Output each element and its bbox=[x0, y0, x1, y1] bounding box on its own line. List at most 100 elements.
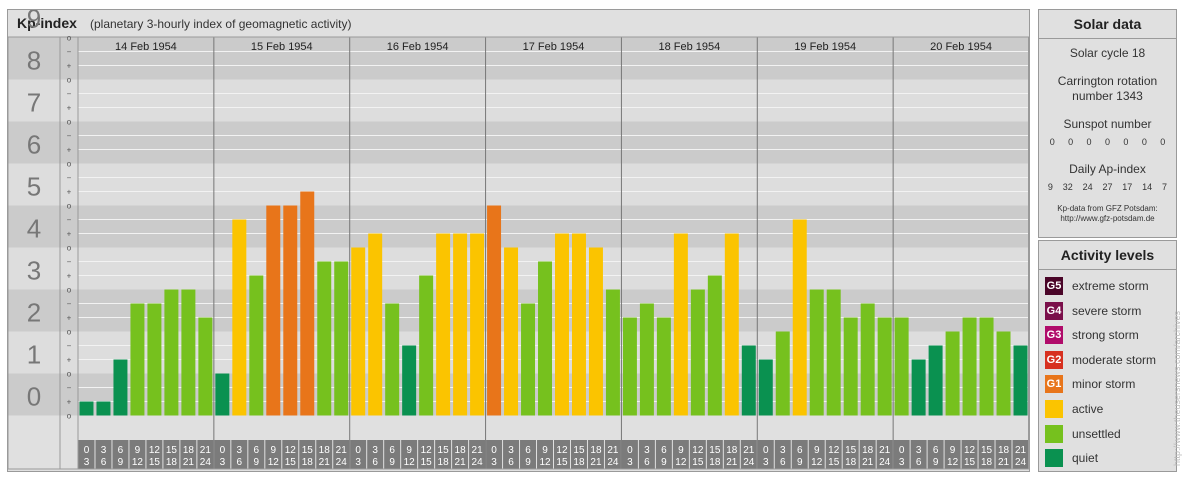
interval-cell bbox=[95, 440, 112, 469]
interval-end-label: 21 bbox=[183, 457, 195, 468]
y-tick-label: 6 bbox=[27, 130, 41, 160]
kp-bar bbox=[826, 289, 841, 416]
kp-bar bbox=[758, 359, 773, 416]
interval-start-label: 21 bbox=[879, 445, 891, 456]
kp-bar bbox=[724, 233, 739, 416]
interval-start-label: 21 bbox=[607, 445, 619, 456]
y-subtick: o bbox=[67, 118, 72, 127]
interval-start-label: 15 bbox=[166, 445, 178, 456]
interval-cell bbox=[740, 440, 757, 469]
interval-end-label: 15 bbox=[556, 457, 568, 468]
interval-cell bbox=[842, 440, 859, 469]
sunspot-value: 0 bbox=[1123, 137, 1129, 147]
interval-start-label: 3 bbox=[101, 445, 107, 456]
ap-value: 24 bbox=[1082, 182, 1093, 192]
interval-cell bbox=[282, 440, 299, 469]
ap-value: 17 bbox=[1122, 182, 1133, 192]
activity-level-label: minor storm bbox=[1072, 377, 1136, 392]
interval-end-label: 9 bbox=[389, 457, 395, 468]
y-subtick: + bbox=[67, 104, 72, 113]
interval-end-label: 12 bbox=[539, 457, 551, 468]
interval-cell bbox=[978, 440, 995, 469]
interval-cell bbox=[757, 440, 774, 469]
y-subtick: − bbox=[67, 174, 72, 183]
interval-cell bbox=[180, 440, 197, 469]
y-tick-label: 1 bbox=[27, 340, 41, 370]
ap-value: 9 bbox=[1047, 182, 1053, 192]
interval-start-label: 3 bbox=[644, 445, 650, 456]
kp-bar bbox=[521, 303, 536, 416]
day-label: 15 Feb 1954 bbox=[251, 41, 313, 53]
interval-cell bbox=[995, 440, 1012, 469]
sunspot-title: Sunspot number bbox=[1063, 117, 1152, 131]
interval-start-label: 6 bbox=[797, 445, 803, 456]
kp-bar bbox=[843, 317, 858, 416]
activity-level-label: extreme storm bbox=[1072, 279, 1149, 293]
interval-start-label: 3 bbox=[916, 445, 922, 456]
interval-end-label: 3 bbox=[220, 457, 226, 468]
interval-start-label: 12 bbox=[692, 445, 704, 456]
kp-bar bbox=[622, 317, 637, 416]
activity-level-swatch: G4 bbox=[1045, 301, 1063, 320]
interval-end-label: 24 bbox=[879, 457, 891, 468]
interval-cell bbox=[825, 440, 842, 469]
interval-cell bbox=[384, 440, 401, 469]
source-line1: Kp-data from GFZ Potsdam: bbox=[1057, 204, 1158, 213]
interval-end-label: 6 bbox=[101, 457, 107, 468]
interval-cell bbox=[435, 440, 452, 469]
kp-bar bbox=[538, 261, 552, 416]
interval-cell bbox=[723, 440, 740, 469]
interval-end-label: 21 bbox=[590, 457, 602, 468]
interval-start-label: 21 bbox=[472, 445, 484, 456]
interval-start-label: 18 bbox=[455, 445, 467, 456]
interval-cell bbox=[689, 440, 706, 469]
y-subtick: o bbox=[67, 160, 72, 169]
kp-bar bbox=[962, 317, 977, 416]
interval-start-label: 9 bbox=[271, 445, 277, 456]
interval-end-label: 24 bbox=[607, 457, 619, 468]
kp-bar bbox=[215, 373, 230, 416]
interval-start-label: 12 bbox=[964, 445, 976, 456]
kp-bar bbox=[402, 345, 417, 416]
y-subtick: o bbox=[67, 370, 72, 379]
y-subtick: − bbox=[67, 258, 72, 267]
interval-end-label: 21 bbox=[998, 457, 1010, 468]
kp-bar bbox=[385, 303, 400, 416]
interval-start-label: 12 bbox=[149, 445, 161, 456]
interval-end-label: 15 bbox=[692, 457, 704, 468]
interval-start-label: 0 bbox=[84, 445, 90, 456]
y-tick-label: 8 bbox=[27, 46, 41, 76]
interval-end-label: 18 bbox=[709, 457, 721, 468]
ap-values: 9 32 24 27 17 14 7 bbox=[1039, 182, 1176, 192]
solar-cycle: Solar cycle 18 bbox=[1069, 46, 1146, 60]
interval-start-label: 9 bbox=[406, 445, 412, 456]
y-subtick: o bbox=[67, 286, 72, 295]
interval-cell bbox=[367, 440, 384, 469]
interval-cell bbox=[503, 440, 520, 469]
source-line2: http://www.gfz-potsdam.de bbox=[1060, 214, 1155, 223]
interval-end-label: 12 bbox=[947, 457, 959, 468]
kp-bar bbox=[96, 401, 111, 416]
sunspot-value: 0 bbox=[1068, 137, 1074, 147]
kp-bar bbox=[198, 317, 213, 416]
y-tick-label: 0 bbox=[27, 382, 41, 412]
interval-cell bbox=[333, 440, 350, 469]
interval-cell bbox=[604, 440, 621, 469]
interval-end-label: 18 bbox=[438, 457, 450, 468]
interval-end-label: 9 bbox=[525, 457, 531, 468]
activity-level-swatch: G5 bbox=[1045, 277, 1063, 295]
ap-value: 27 bbox=[1102, 182, 1113, 192]
kp-bar bbox=[792, 219, 807, 416]
interval-end-label: 9 bbox=[118, 457, 124, 468]
day-label: 18 Feb 1954 bbox=[658, 41, 720, 53]
interval-start-label: 0 bbox=[220, 445, 226, 456]
interval-start-label: 9 bbox=[135, 445, 141, 456]
activity-level-label: strong storm bbox=[1072, 328, 1139, 343]
interval-start-label: 9 bbox=[814, 445, 820, 456]
day-label: 16 Feb 1954 bbox=[387, 41, 449, 53]
interval-start-label: 21 bbox=[336, 445, 348, 456]
interval-end-label: 12 bbox=[404, 457, 416, 468]
interval-cell bbox=[248, 440, 265, 469]
kp-bar bbox=[283, 205, 298, 416]
kp-bar bbox=[232, 219, 247, 416]
